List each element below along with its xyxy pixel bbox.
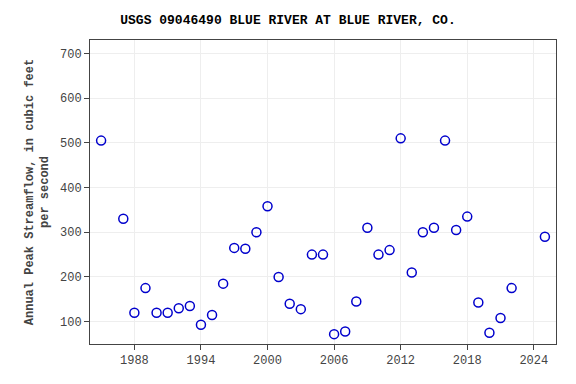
svg-text:Annual Peak Streamflow, in cub: Annual Peak Streamflow, in cubic feetper… bbox=[23, 59, 53, 325]
svg-text:2012: 2012 bbox=[386, 354, 415, 368]
svg-text:2000: 2000 bbox=[253, 354, 282, 368]
svg-text:700: 700 bbox=[60, 48, 82, 62]
svg-text:600: 600 bbox=[60, 92, 82, 106]
svg-text:500: 500 bbox=[60, 137, 82, 151]
svg-text:2018: 2018 bbox=[453, 354, 482, 368]
svg-text:1994: 1994 bbox=[187, 354, 216, 368]
svg-text:200: 200 bbox=[60, 271, 82, 285]
svg-text:2024: 2024 bbox=[519, 354, 548, 368]
svg-text:400: 400 bbox=[60, 182, 82, 196]
svg-text:1988: 1988 bbox=[120, 354, 149, 368]
svg-text:300: 300 bbox=[60, 226, 82, 240]
svg-text:USGS 09046490 BLUE RIVER AT BL: USGS 09046490 BLUE RIVER AT BLUE RIVER, … bbox=[120, 13, 455, 28]
svg-text:100: 100 bbox=[60, 316, 82, 330]
svg-text:2006: 2006 bbox=[320, 354, 349, 368]
